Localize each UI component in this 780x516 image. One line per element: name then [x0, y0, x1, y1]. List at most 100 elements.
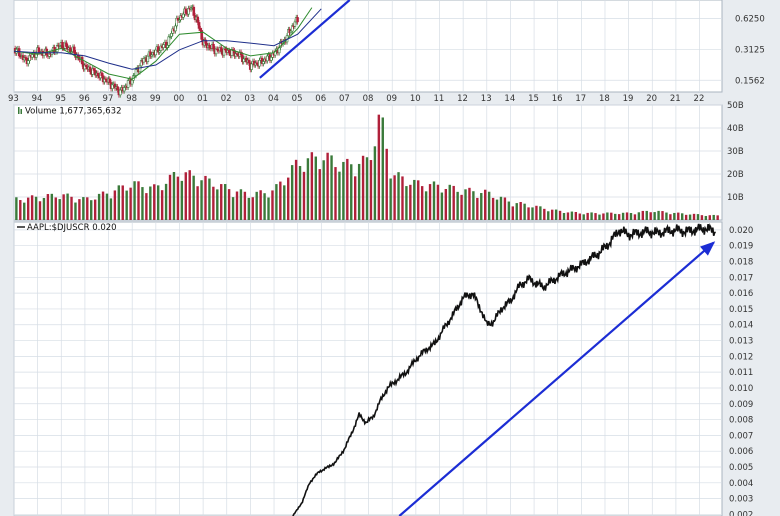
price-candle-body [174, 25, 177, 32]
volume-bar [54, 197, 57, 220]
ratio-legend: AAPL:$DJUSCR 0.020 [27, 223, 117, 233]
volume-bar [117, 185, 121, 220]
x-tick-label: 03 [244, 94, 255, 104]
volume-bar [271, 190, 274, 220]
volume-bar [704, 215, 708, 220]
x-tick-label: 12 [457, 94, 468, 104]
volume-bar [196, 186, 199, 220]
ratio-y-tick-label: 0.006 [729, 447, 753, 457]
volume-bar [535, 205, 538, 220]
volume-bar [385, 148, 388, 220]
volume-bar [681, 213, 684, 220]
volume-bar [369, 160, 373, 220]
volume-y-tick-label: 50B [727, 101, 744, 111]
ratio-y-tick-label: 0.011 [729, 368, 753, 378]
x-tick-label: 06 [315, 94, 326, 104]
ratio-line [292, 223, 716, 516]
volume-bar [708, 215, 711, 220]
price-candle-body [293, 21, 297, 27]
ratio-y-tick-label: 0.012 [729, 352, 753, 362]
price-candle-body [118, 89, 122, 96]
volume-bar [172, 172, 176, 220]
ratio-y-tick-label: 0.016 [729, 289, 753, 299]
volume-y-tick-label: 30B [727, 147, 744, 157]
volume-bar [15, 197, 18, 220]
volume-bar [444, 188, 448, 220]
ratio-y-tick-label: 0.009 [729, 400, 753, 410]
volume-bar [220, 184, 223, 220]
volume-bar [578, 213, 581, 220]
volume-bar [188, 170, 191, 220]
price-candle-body [200, 30, 203, 40]
price-candle-body [184, 8, 188, 14]
volume-bar [78, 199, 81, 220]
volume-bar [389, 178, 392, 220]
volume-bar [239, 189, 243, 220]
ratio-y-tick-label: 0.008 [729, 416, 753, 426]
volume-bar [353, 176, 357, 220]
volume-bar [614, 213, 617, 220]
ratio-trendline [398, 241, 715, 516]
volume-bar [566, 212, 570, 220]
volume-bar [46, 194, 50, 220]
volume-bar [641, 210, 645, 220]
price-candle-body [27, 60, 30, 65]
volume-bar [97, 193, 101, 220]
ratio-y-tick-label: 0.003 [729, 495, 753, 505]
volume-bar [361, 155, 365, 220]
volume-bar [255, 191, 258, 220]
volume-bar [507, 201, 511, 220]
price-candle-body [154, 49, 158, 56]
volume-bar [696, 214, 700, 220]
ratio-y-tick-label: 0.020 [729, 226, 753, 236]
volume-bar [637, 212, 641, 220]
volume-bar [223, 184, 227, 220]
volume-bar [480, 193, 483, 220]
volume-bar [342, 161, 345, 220]
price-candle-body [208, 44, 211, 49]
x-tick-label: 19 [623, 94, 634, 104]
volume-bar [420, 186, 424, 220]
volume-bar [716, 215, 719, 220]
price-candle-body [126, 80, 130, 88]
moving-average-green-line [13, 7, 313, 80]
volume-bar [476, 197, 479, 220]
volume-bar [424, 191, 428, 220]
x-tick-label: 93 [8, 94, 19, 104]
price-candle-body [116, 86, 119, 91]
volume-bar [617, 214, 621, 220]
volume-bar [216, 189, 219, 220]
volume-bar [287, 177, 290, 220]
price-candle-body [196, 16, 200, 23]
volume-legend-icon [18, 107, 20, 114]
volume-bar [164, 183, 168, 220]
volume-bar [93, 199, 97, 220]
volume-y-tick-label: 20B [727, 170, 744, 180]
volume-bar [523, 203, 526, 220]
x-tick-label: 21 [670, 94, 681, 104]
volume-bar [602, 213, 605, 220]
volume-bar [290, 165, 294, 220]
volume-bar [58, 199, 61, 220]
volume-bar [86, 197, 89, 220]
volume-bar [692, 213, 696, 220]
volume-bar [121, 185, 124, 220]
volume-bar [677, 212, 680, 220]
volume-bar [582, 214, 585, 220]
volume-bar [109, 198, 113, 220]
x-axis: 93 94 95 96 97 98 99 00 01 02 03 04 05 06 07 08 09 10 11 12… [8, 94, 704, 104]
volume-bar [310, 152, 314, 220]
volume-bar [247, 197, 251, 220]
volume-bar [456, 191, 459, 220]
price-candle-body [220, 47, 223, 52]
price-candle-body [122, 87, 126, 92]
volume-bar [373, 146, 377, 220]
volume-bar [82, 197, 85, 220]
volume-bar [334, 167, 337, 220]
volume-bar [570, 211, 574, 220]
volume-bar [495, 199, 499, 220]
price-candle-body [250, 63, 253, 70]
price-candle-body [181, 13, 185, 18]
volume-bar [279, 181, 282, 220]
price-candle-body [61, 42, 64, 49]
